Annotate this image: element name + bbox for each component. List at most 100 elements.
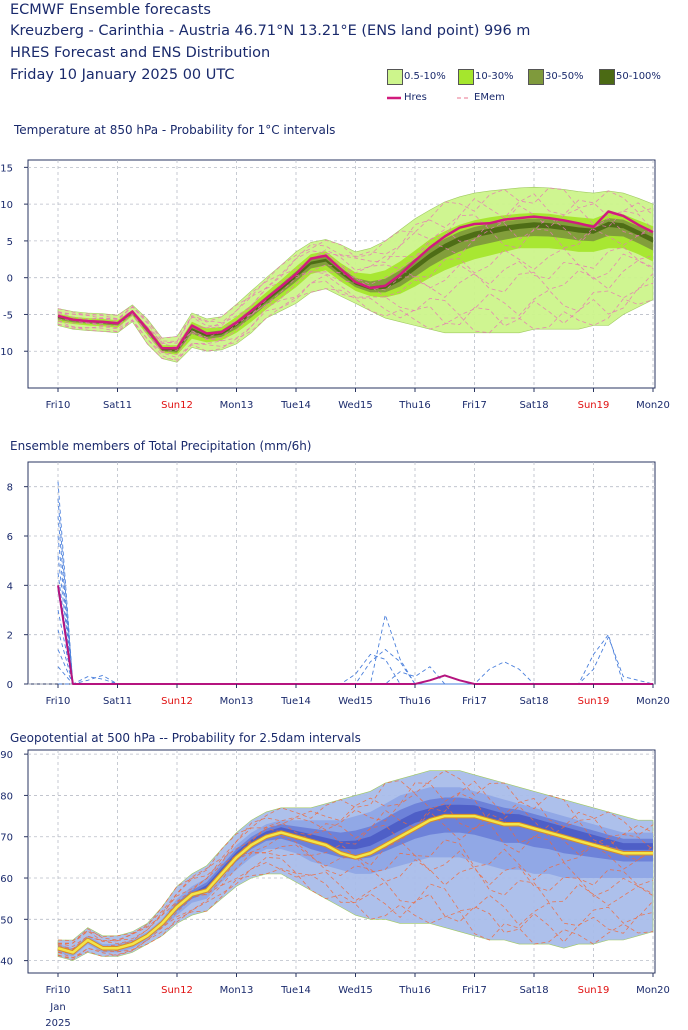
geopotential-y-tick-label-0: 540 [0,957,13,968]
header-title: ECMWF Ensemble forecasts [10,2,211,18]
temperature-x-tick-label-2: Sun12 [161,400,193,411]
temperature-y-tick-label-3: 5 [7,237,13,248]
temperature-band-2 [58,218,653,353]
temperature-x-tick-label-5: Wed15 [338,400,373,411]
geopotential-chart-title: Geopotential at 500 hPa -- Probability f… [10,731,361,745]
precipitation-x-tick-label-7: Fri17 [462,696,487,707]
precipitation-chart-title: Ensemble members of Total Precipitation … [10,439,312,453]
temperature-plot-frame [27,159,656,389]
geopotential-band-2 [58,797,653,955]
temperature-member-5 [57,205,654,345]
precipitation-member-16 [58,666,653,685]
temperature-member-6 [57,187,654,339]
temperature-y-tick-label-0: -10 [0,347,13,358]
precipitation-x-tick-label-0: Fri10 [46,696,71,707]
geopotential-x-tick-label-4: Tue14 [280,985,311,996]
legend-swatch-10-30 [458,69,474,85]
precipitation-x-tick-label-4: Tue14 [280,696,311,707]
temperature-y-tick-label-2: 0 [7,274,13,285]
geopotential-y-ticks: 540 550 560 570 580 590 [0,750,28,968]
precipitation-x-tick-label-3: Mon13 [220,696,254,707]
temperature-x-tick-label-6: Thu16 [398,400,431,411]
temperature-hres-series [57,210,654,350]
temperature-member-8 [57,253,654,352]
geopotential-member-2 [57,852,654,954]
precipitation-x-tick-label-2: Sun12 [161,696,193,707]
precipitation-hres-series [57,585,653,685]
geopotential-x-tick-label-10: Mon20 [636,985,670,996]
legend-label-emem: EMem [474,92,505,103]
geopotential-member-10 [58,780,654,944]
legend-label-0-5-10: 0.5-10% [404,71,446,82]
precipitation-y-tick-label-3: 6 [7,532,13,543]
temperature-x-tick-label-3: Mon13 [220,400,254,411]
geopotential-x-tick-label-6: Thu16 [398,985,431,996]
temperature-member-0 [57,288,654,360]
geopotential-chart: 540 550 560 570 580 590 Fri10 Sat11 Sun12 Mon13 T… [0,749,670,1029]
precipitation-member-12 [58,674,653,685]
geopotential-x-tick-label-2: Sun12 [161,985,193,996]
precipitation-chart: 0 2 4 6 8 Fri10 Sat11 Sun12 Mon13 Tue14 Wed15 Thu1… [7,461,670,707]
legend-label-hres: Hres [404,92,427,103]
legend-swatch-30-50 [528,69,544,85]
precipitation-member-19 [58,635,654,685]
precipitation-member-10 [57,666,653,685]
temperature-x-tick-label-7: Fri17 [462,400,487,411]
precipitation-y-tick-label-4: 8 [7,483,13,494]
precipitation-x-ticks: Fri10 Sat11 Sun12 Mon13 Tue14 Wed15 Thu16 Fri17… [46,684,670,707]
geopotential-x-tick-label-8: Sat18 [519,985,548,996]
precipitation-x-tick-label-6: Thu16 [398,696,431,707]
geopotential-member-0 [57,868,654,959]
precipitation-y-ticks: 0 2 4 6 8 [7,483,28,691]
precipitation-grid [28,462,655,685]
temperature-member-10 [57,193,654,342]
temperature-member-3 [57,246,654,349]
geopotential-y-tick-label-2: 560 [0,874,13,885]
precipitation-x-tick-label-9: Sun19 [578,696,610,707]
temperature-x-tick-label-9: Sun19 [578,400,610,411]
temperature-hres-line [57,210,654,350]
precipitation-y-tick-label-2: 4 [7,581,13,592]
geopotential-y-tick-label-3: 570 [0,833,13,844]
geopotential-x-tick-label-1: Sat11 [103,985,132,996]
precipitation-x-tick-label-1: Sat11 [103,696,132,707]
legend-label-10-30: 10-30% [475,71,514,82]
header-date: Friday 10 January 2025 00 UTC [10,67,235,83]
temperature-y-tick-label-5: 15 [0,163,13,174]
legend-label-50-100: 50-100% [616,71,661,82]
legend-swatch-0-5-10 [387,69,403,85]
precipitation-hres-line [57,585,653,685]
geopotential-member-9 [57,803,654,947]
temperature-chart: -10 -5 0 5 10 15 Fri10 Sat11 Sun12 Mon13 Tue14 Wed… [0,159,670,411]
geopotential-x-ticks: Fri10 Sat11 Sun12 Mon13 Tue14 Wed15 Thu16 Fri17… [46,973,670,996]
geopotential-member-7 [57,862,654,961]
geopotential-y-tick-label-1: 550 [0,915,13,926]
temperature-x-tick-label-10: Mon20 [636,400,670,411]
temperature-y-ticks: -10 -5 0 5 10 15 [0,163,28,358]
temperature-x-ticks: Fri10 Sat11 Sun12 Mon13 Tue14 Wed15 Thu16 Fri17… [46,388,670,411]
geopotential-y-tick-label-4: 580 [0,791,13,802]
precipitation-y-tick-label-0: 0 [7,680,13,691]
precipitation-plot-frame [27,461,656,685]
precipitation-x-tick-label-5: Wed15 [338,696,373,707]
temperature-x-tick-label-4: Tue14 [280,400,311,411]
precipitation-x-tick-label-8: Sat18 [519,696,548,707]
header-location: Kreuzberg - Carinthia - Austria 46.71°N … [10,23,531,39]
legend-swatch-50-100 [599,69,615,85]
temperature-member-9 [57,215,654,344]
temperature-member-1 [57,273,654,358]
geopotential-hres-line [57,814,653,954]
geopotential-x-tick-label-5: Wed15 [338,985,373,996]
header-subtitle: HRES Forecast and ENS Distribution [10,45,271,61]
precipitation-x-tick-label-10: Mon20 [636,696,670,707]
geopotential-plot-frame [27,749,656,974]
temperature-x-tick-label-8: Sat18 [519,400,548,411]
legend-line-swatches [387,96,471,100]
temperature-chart-title: Temperature at 850 hPa - Probability for… [14,123,336,137]
temperature-x-tick-label-0: Fri10 [46,400,71,411]
temperature-member-7 [57,280,654,362]
geopotential-member-4 [57,811,654,950]
geopotential-x-tick-label-9: Sun19 [578,985,610,996]
geopotential-y-tick-label-5: 590 [0,750,13,761]
temperature-y-tick-label-4: 10 [0,200,13,211]
